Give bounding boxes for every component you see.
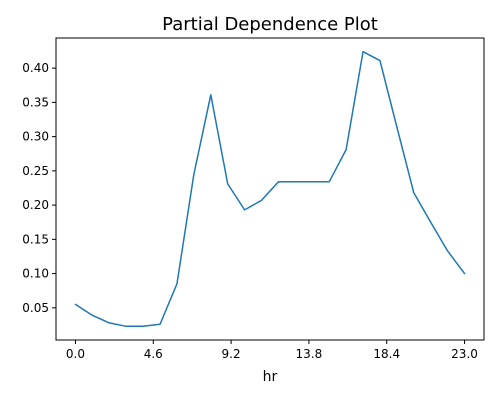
y-tick-label: 0.35 xyxy=(22,95,49,109)
x-tick-label: 18.4 xyxy=(373,347,400,361)
y-tick-label: 0.25 xyxy=(22,164,49,178)
y-tick-label: 0.10 xyxy=(22,267,49,281)
y-tick-label: 0.15 xyxy=(22,232,49,246)
y-axis: 0.05 0.10 0.15 0.20 0.25 0.30 0.35 0.40 xyxy=(22,61,56,315)
series-line xyxy=(74,50,466,328)
x-tick-label: 0.0 xyxy=(66,347,85,361)
x-tick-label: 23.0 xyxy=(451,347,478,361)
y-tick-label: 0.05 xyxy=(22,301,49,315)
x-axis-label: hr xyxy=(263,369,278,385)
x-tick-label: 4.6 xyxy=(144,347,163,361)
chart-title: Partial Dependence Plot xyxy=(162,14,378,35)
x-axis: 0.0 4.6 9.2 13.8 18.4 23.0 xyxy=(66,340,478,361)
plot-area xyxy=(55,37,485,341)
y-tick-label: 0.40 xyxy=(22,61,49,75)
y-tick-label: 0.30 xyxy=(22,130,49,144)
y-tick-label: 0.20 xyxy=(22,198,49,212)
x-tick-label: 9.2 xyxy=(222,347,241,361)
series-layer xyxy=(74,50,466,328)
x-tick-label: 13.8 xyxy=(296,347,323,361)
